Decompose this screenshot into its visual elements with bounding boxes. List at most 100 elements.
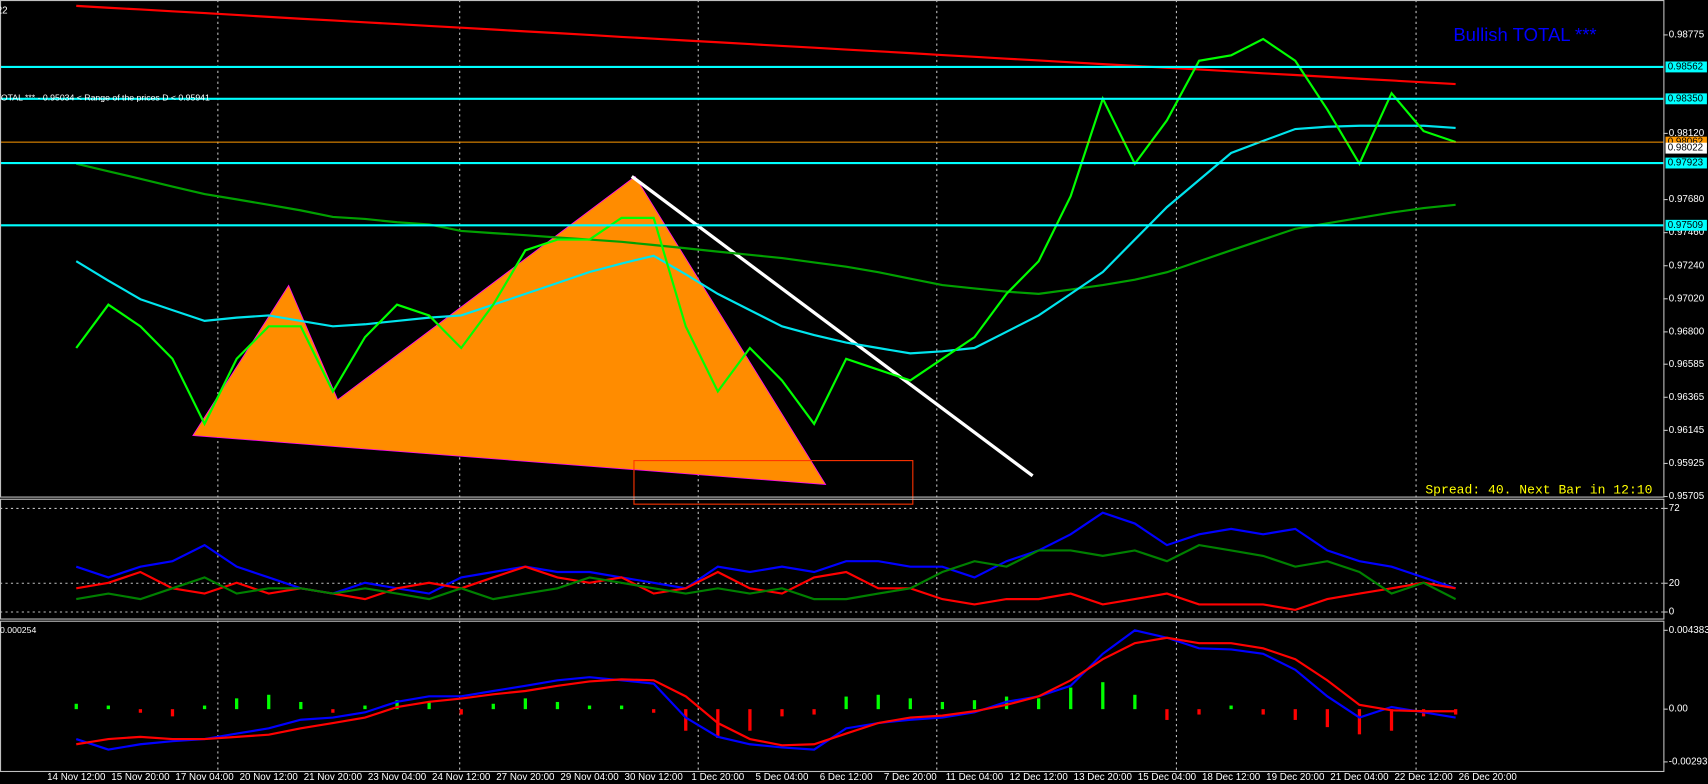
y-tick-label: 0.97240	[1669, 260, 1705, 271]
level-box	[1665, 219, 1707, 231]
x-tick-label: 1 Dec 20:00	[691, 772, 744, 783]
pane-frame	[0, 0, 1665, 498]
histogram-bar	[1101, 682, 1105, 710]
histogram-bar	[1197, 709, 1201, 715]
vertical-grid	[217, 0, 1417, 771]
level-label: 0.98562	[1668, 62, 1703, 73]
x-tick-label: 21 Dec 04:00	[1330, 772, 1389, 783]
histogram-bar	[652, 709, 656, 713]
x-tick-label: 15 Nov 20:00	[111, 772, 170, 783]
y-tick-label: 20	[1669, 578, 1680, 589]
x-tick-label: 12 Dec 12:00	[1009, 772, 1068, 783]
x-tick-label: 26 Dec 20:00	[1459, 772, 1518, 783]
histogram-bar	[780, 709, 784, 717]
y-tick-label: 0.98120	[1669, 128, 1705, 139]
histogram-bar	[363, 705, 367, 710]
histogram-bar	[876, 694, 880, 710]
histogram-bar	[202, 705, 207, 710]
series-line	[75, 629, 1456, 751]
histogram-bar	[427, 701, 431, 710]
level-label: 0.97923	[1668, 158, 1704, 169]
histogram-bar	[1133, 694, 1137, 710]
frames	[0, 0, 1665, 773]
histogram-bar	[1261, 709, 1265, 715]
x-tick-label: 22 Dec 12:00	[1394, 772, 1453, 783]
x-tick-label: 7 Dec 20:00	[884, 772, 937, 783]
y-tick-label: 0.96800	[1669, 326, 1705, 337]
pane-frame	[0, 498, 1665, 620]
level-label: 0.98062	[1668, 137, 1703, 148]
level-box	[1665, 61, 1707, 73]
x-tick-label: 21 Nov 20:00	[304, 772, 363, 783]
indicator-value: 0.000254	[0, 625, 36, 635]
histogram-bar	[331, 709, 335, 713]
chart-title: 22	[0, 5, 8, 16]
y-tick-label: 0.97680	[1669, 194, 1705, 205]
y-tick-label: 0.95705	[1669, 491, 1705, 502]
plots: 0.98775 0.98120 0.97680 0.97460 0.97240 0.970…	[0, 4, 1708, 783]
histogram-bar	[459, 709, 463, 715]
price-box	[1665, 142, 1707, 154]
series-line	[76, 543, 1457, 601]
y-tick-label: 0.00	[1669, 704, 1689, 715]
histogram-bar	[1357, 709, 1362, 735]
x-tick-label: 14 Nov 12:00	[47, 772, 106, 783]
histogram-bar	[1293, 709, 1297, 720]
x-tick-label: 19 Dec 20:00	[1266, 772, 1325, 783]
x-tick-label: 5 Dec 04:00	[756, 772, 809, 783]
target-box	[633, 460, 914, 505]
histogram-bar	[1037, 698, 1041, 710]
pane-frame	[0, 620, 1665, 773]
x-tick-label: 6 Dec 12:00	[820, 772, 873, 783]
x-tick-label: 17 Nov 04:00	[175, 772, 234, 783]
histogram-bar	[1389, 709, 1394, 731]
histogram-bar	[74, 703, 78, 710]
x-tick-label: 27 Nov 20:00	[496, 772, 555, 783]
histogram-bar	[1165, 709, 1169, 720]
annotation: TOTAL *** - 0.95034 < Range of the price…	[0, 92, 210, 102]
histogram-bar	[587, 705, 592, 710]
x-tick-label: 11 Dec 04:00	[946, 772, 1004, 783]
harmonic-pattern	[192, 175, 827, 485]
x-tick-label: 15 Dec 04:00	[1138, 772, 1197, 783]
histogram-bar	[908, 698, 912, 710]
histogram-bar	[972, 700, 977, 710]
y-tick-label: 0.97020	[1669, 293, 1705, 304]
histogram-bar	[1454, 709, 1458, 715]
histogram-bar	[1229, 705, 1233, 710]
y-tick-label: 0.96585	[1669, 359, 1705, 370]
y-tick-label: 0.97460	[1669, 227, 1705, 238]
x-tick-label: 20 Nov 12:00	[240, 772, 299, 783]
histogram-bar	[812, 709, 816, 715]
level-label: 0.98350	[1668, 93, 1704, 104]
series-line	[75, 124, 1456, 355]
histogram-bar	[523, 698, 527, 710]
annotation: Bullish TOTAL ***	[1453, 24, 1596, 45]
histogram-bar	[170, 709, 175, 717]
histogram-bar	[106, 705, 110, 710]
y-tick-label: 0	[1669, 607, 1675, 618]
histogram-bar	[684, 709, 688, 731]
x-tick-label: 29 Nov 04:00	[560, 772, 619, 783]
histogram-bar	[1325, 709, 1329, 728]
histogram-bar	[491, 703, 495, 710]
x-tick-label: 18 Dec 12:00	[1202, 772, 1261, 783]
histogram-bar	[940, 701, 945, 710]
series-line	[76, 4, 1456, 86]
y-tick-label: 0.96145	[1669, 425, 1705, 436]
y-tick-label: 0.96365	[1669, 392, 1705, 403]
series-line	[75, 162, 1456, 295]
x-tick-label: 24 Nov 12:00	[432, 772, 491, 783]
x-tick-label: 30 Nov 12:00	[625, 772, 684, 783]
annotation: Spread: 40. Next Bar in 12:10	[1425, 482, 1652, 497]
histogram-bar	[235, 698, 239, 710]
histogram-bar	[299, 701, 303, 710]
level-box	[1665, 157, 1707, 169]
histogram-bar	[748, 709, 752, 731]
x-tick-label: 13 Dec 20:00	[1074, 772, 1133, 783]
level-box	[1665, 136, 1707, 148]
histogram-bar	[138, 709, 143, 713]
series-line	[76, 636, 1456, 747]
histogram-bar	[555, 701, 560, 710]
